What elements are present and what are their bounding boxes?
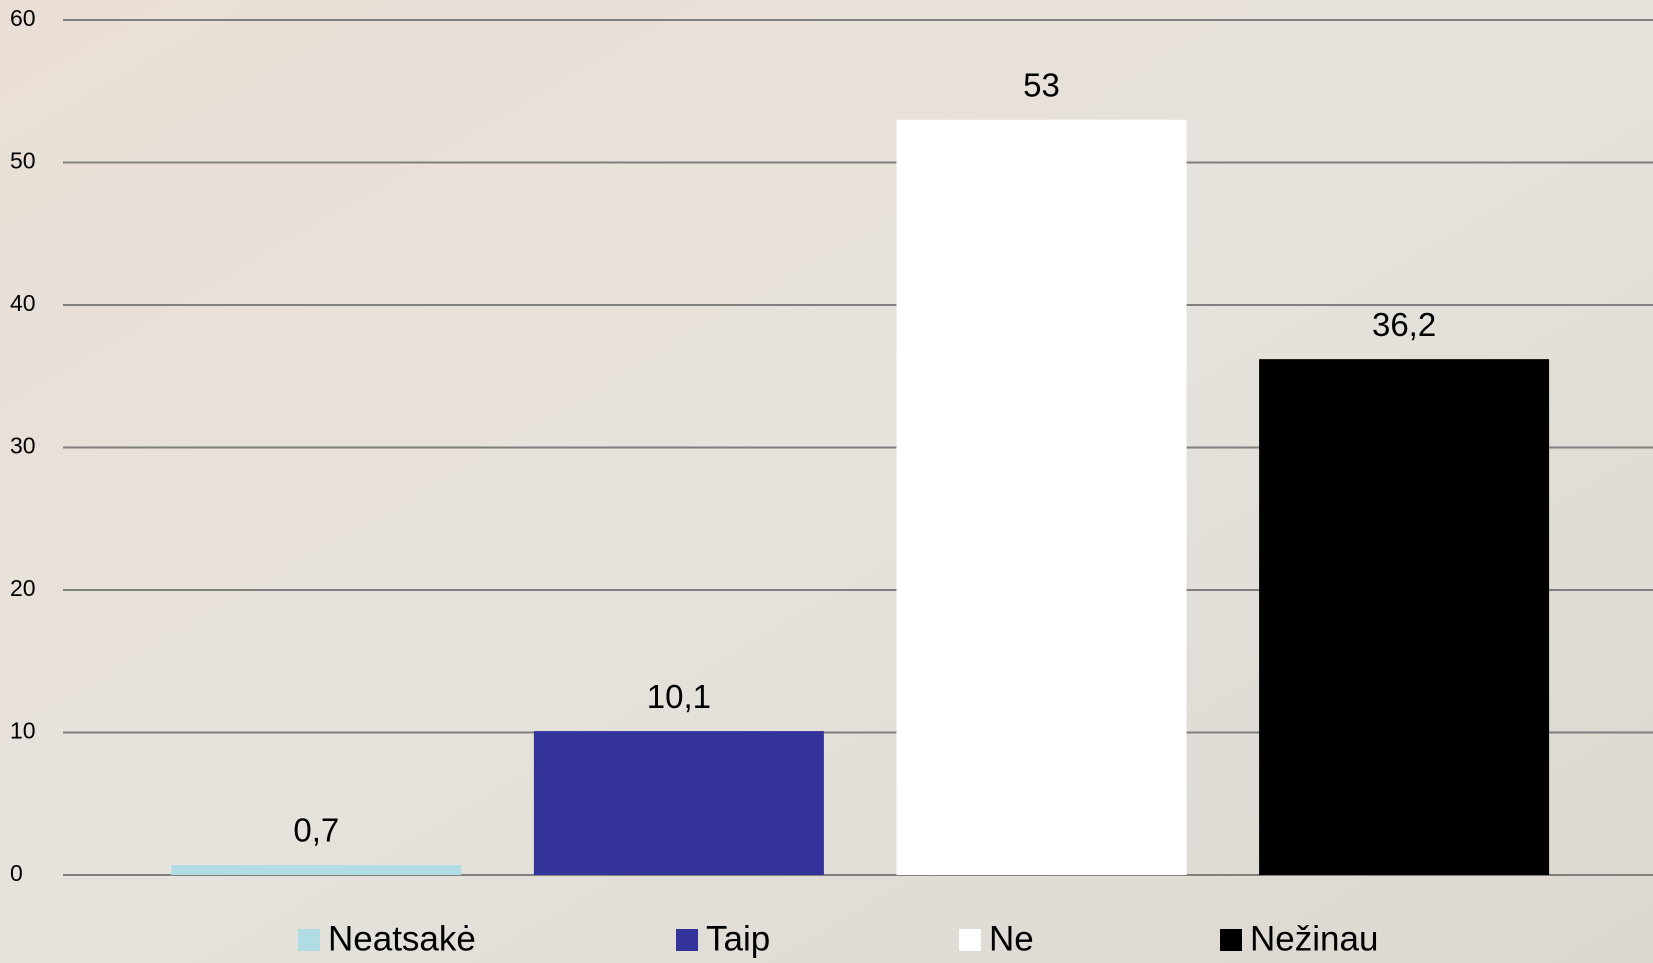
legend-marker (1220, 929, 1242, 951)
bar (896, 119, 1187, 875)
data-label: 53 (1023, 66, 1060, 103)
bar (171, 865, 462, 875)
y-tick-label: 40 (10, 290, 36, 316)
y-tick-label: 30 (10, 433, 36, 459)
y-tick-label: 60 (10, 5, 36, 31)
legend-marker (959, 929, 981, 951)
y-tick-label: 20 (10, 575, 36, 601)
bar (1259, 359, 1550, 875)
data-label: 10,1 (647, 678, 711, 715)
y-tick-label: 0 (10, 860, 23, 886)
legend-label: Ne (989, 919, 1034, 958)
legend-label: Taip (706, 919, 770, 958)
legend-marker (676, 929, 698, 951)
legend-label: Neatsakė (328, 919, 476, 958)
data-label: 0,7 (293, 812, 339, 849)
data-label: 36,2 (1372, 306, 1436, 343)
y-tick-label: 50 (10, 148, 36, 174)
y-tick-label: 10 (10, 718, 36, 744)
legend-marker (298, 929, 320, 951)
bar (533, 731, 824, 875)
legend-label: Nežinau (1250, 919, 1378, 958)
